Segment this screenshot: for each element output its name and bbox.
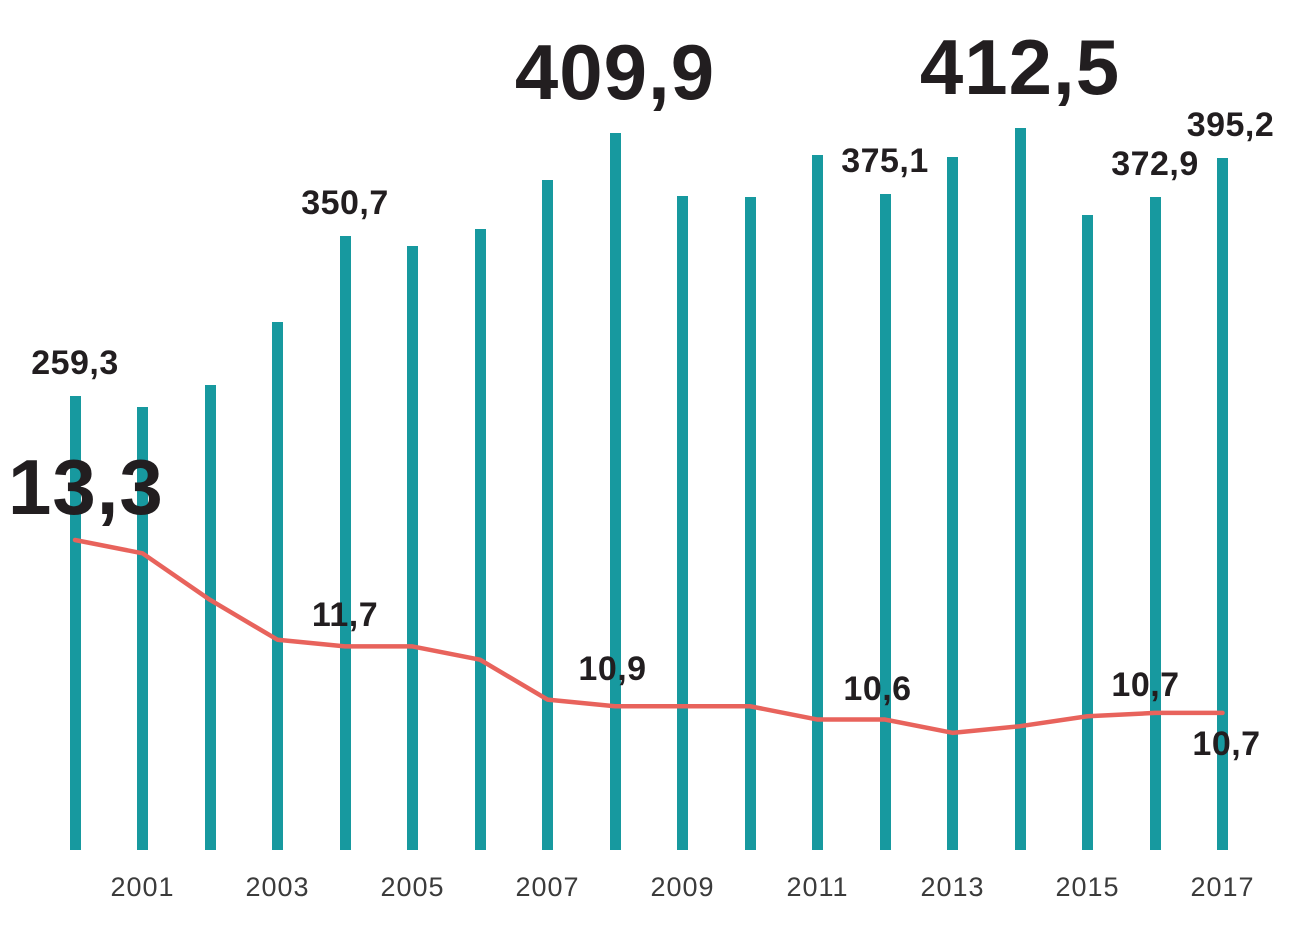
x-tick-2009: 2009 (650, 872, 715, 902)
x-tick-2015: 2015 (1055, 872, 1120, 902)
x-tick-2005: 2005 (380, 872, 445, 902)
bar-2006 (474, 228, 486, 850)
bar-2009 (677, 195, 688, 850)
bar-2016 (1149, 197, 1161, 850)
x-tick-2001: 2001 (110, 872, 175, 902)
line-value-label-2004: 11,7 (311, 596, 379, 635)
bar-value-label-2016: 372,9 (1111, 145, 1199, 184)
bar-2000 (69, 396, 81, 850)
bar-2007 (542, 179, 553, 850)
bar-2014 (1014, 128, 1026, 850)
bar-2015 (1082, 214, 1093, 850)
bar-2012 (879, 193, 891, 850)
bar-2017 (1217, 158, 1228, 850)
line-value-label-2017: 10,7 (1192, 724, 1261, 763)
bar-value-label-2000: 259,3 (31, 344, 119, 383)
bar-value-label-2004: 350,7 (301, 184, 389, 223)
bar-value-label-2014: 412,5 (919, 23, 1121, 112)
line-value-label-2011: 10,6 (843, 669, 912, 708)
bar-2003 (272, 321, 283, 850)
bar-2010 (744, 197, 756, 850)
bar-2008 (609, 132, 621, 850)
trend-line (72, 537, 1225, 736)
x-tick-2011: 2011 (786, 872, 849, 902)
bar-value-label-2012: 375,1 (841, 141, 929, 180)
line-value-label-2015: 10,7 (1111, 666, 1180, 705)
x-tick-2007: 2007 (515, 872, 580, 902)
x-tick-2017: 2017 (1190, 872, 1255, 902)
bar-2004 (339, 236, 351, 850)
x-tick-2003: 2003 (245, 872, 310, 902)
bar-value-label-2008: 409,9 (514, 27, 716, 116)
bar-2013 (947, 157, 958, 850)
bar-2005 (407, 246, 418, 850)
bar-2011 (812, 155, 823, 850)
bar-value-label-2017: 395,2 (1186, 106, 1275, 145)
bar-2001 (137, 407, 148, 850)
line-value-label-2007: 10,9 (578, 649, 647, 688)
x-tick-2013: 2013 (920, 872, 985, 902)
line-value-label-2000: 13,3 (8, 443, 164, 531)
bar-2002 (204, 384, 216, 850)
